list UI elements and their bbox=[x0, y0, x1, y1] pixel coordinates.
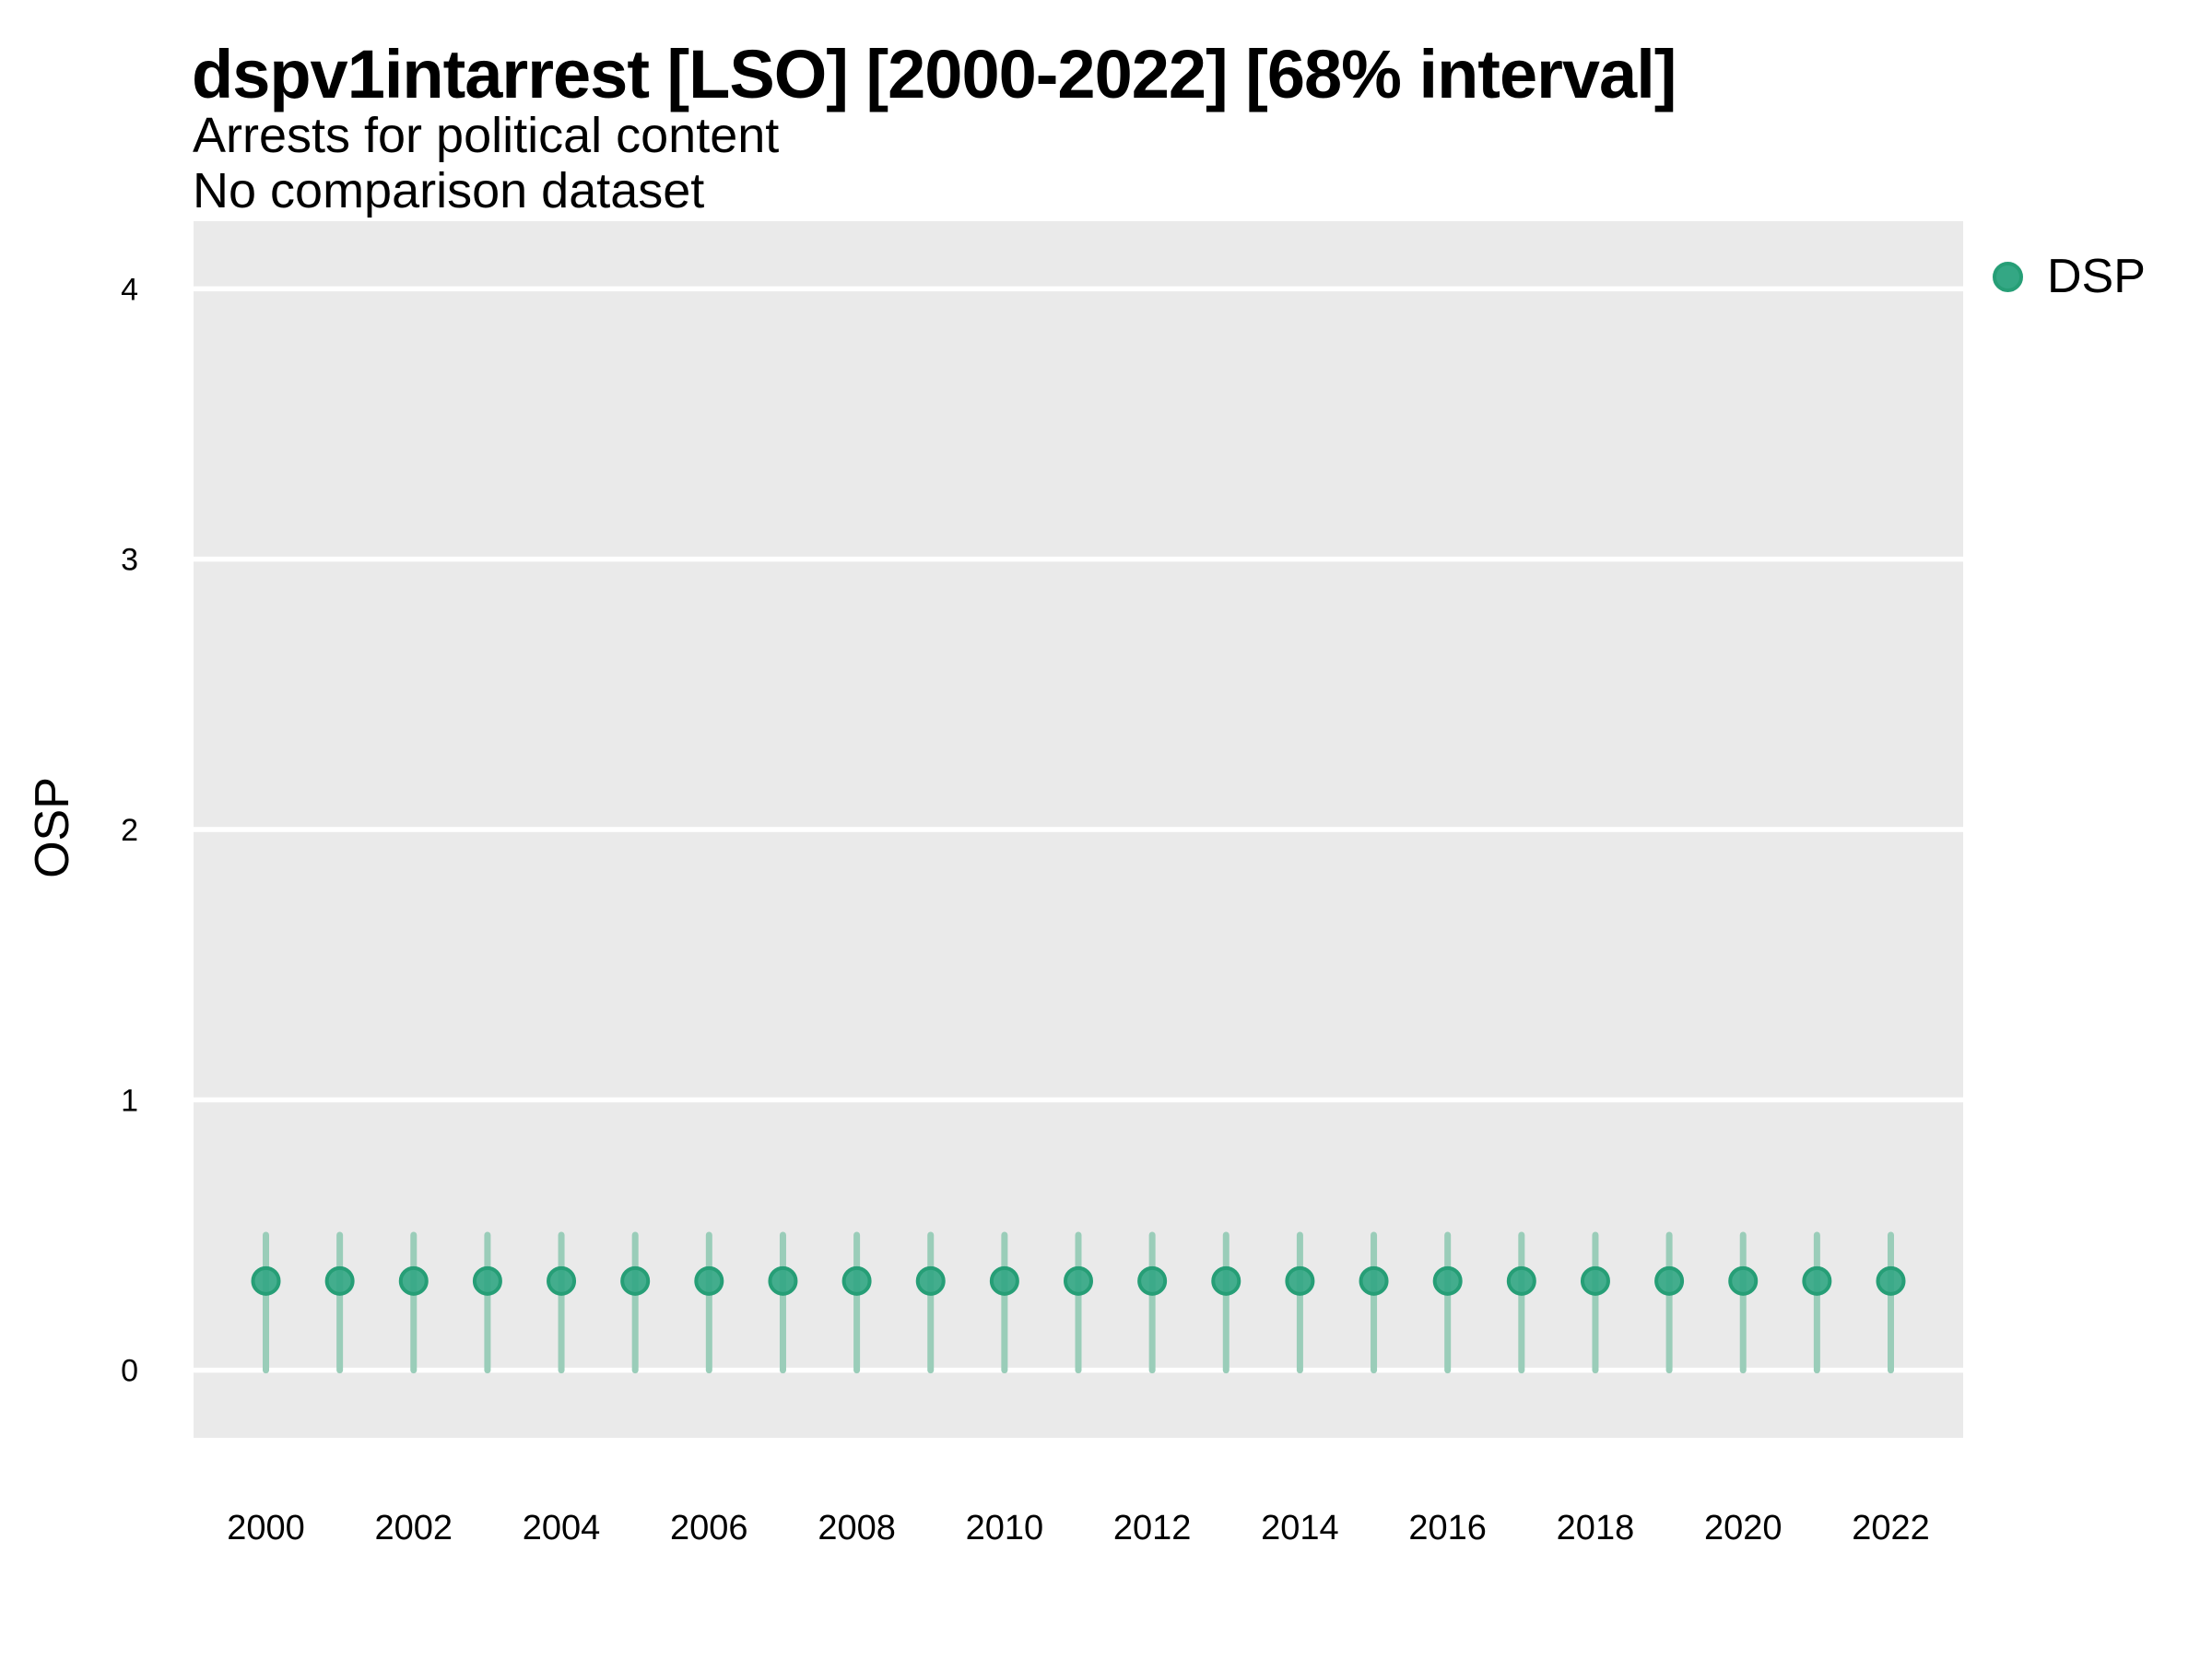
data-point-2007 bbox=[768, 1265, 798, 1296]
data-point-2021 bbox=[1802, 1265, 1832, 1296]
data-point-2008 bbox=[841, 1265, 872, 1296]
y-tick-label: 1 bbox=[121, 1083, 138, 1118]
data-point-2003 bbox=[472, 1265, 502, 1296]
y-tick-label: 0 bbox=[121, 1354, 138, 1389]
data-point-2019 bbox=[1654, 1265, 1685, 1296]
x-tick-label: 2016 bbox=[1408, 1509, 1487, 1547]
data-point-2006 bbox=[694, 1265, 724, 1296]
y-axis-title: OSP bbox=[26, 777, 79, 878]
y-tick-label: 2 bbox=[121, 813, 138, 848]
data-point-2011 bbox=[1064, 1265, 1093, 1296]
data-point-2009 bbox=[915, 1265, 946, 1296]
data-point-2016 bbox=[1432, 1265, 1463, 1296]
x-tick-label: 2002 bbox=[374, 1509, 453, 1547]
data-point-2010 bbox=[989, 1265, 1019, 1296]
x-tick-label: 2014 bbox=[1261, 1509, 1339, 1547]
data-point-2002 bbox=[398, 1265, 429, 1296]
x-tick-label: 2006 bbox=[670, 1509, 748, 1547]
y-tick-label: 3 bbox=[121, 543, 138, 578]
data-point-2012 bbox=[1137, 1265, 1168, 1296]
x-tick-label: 2000 bbox=[227, 1509, 305, 1547]
legend-circle-icon bbox=[1993, 261, 2023, 292]
x-tick-label: 2008 bbox=[818, 1509, 896, 1547]
x-tick-label: 2012 bbox=[1113, 1509, 1192, 1547]
x-tick-label: 2004 bbox=[523, 1509, 601, 1547]
data-point-2015 bbox=[1359, 1265, 1389, 1296]
chart-title: dspv1intarrest [LSO] [2000-2022] [68% in… bbox=[192, 36, 1677, 112]
data-point-2001 bbox=[324, 1265, 355, 1296]
data-point-2022 bbox=[1876, 1265, 1906, 1296]
data-point-2005 bbox=[620, 1265, 651, 1296]
data-point-2020 bbox=[1728, 1265, 1759, 1296]
x-tick-label: 2010 bbox=[966, 1509, 1044, 1547]
data-point-2017 bbox=[1506, 1265, 1536, 1296]
data-point-2013 bbox=[1211, 1265, 1241, 1296]
data-point-2000 bbox=[251, 1265, 281, 1296]
legend: DSP bbox=[1993, 249, 2146, 304]
data-point-2014 bbox=[1285, 1265, 1315, 1296]
legend-label: DSP bbox=[2047, 250, 2146, 303]
y-tick-label: 4 bbox=[121, 272, 138, 307]
data-point-2018 bbox=[1580, 1265, 1610, 1296]
chart-subtitle: Arrests for political content bbox=[193, 108, 780, 163]
chart-note: No comparison dataset bbox=[193, 163, 705, 218]
data-point-2004 bbox=[547, 1265, 577, 1296]
x-tick-label: 2022 bbox=[1852, 1509, 1930, 1547]
x-tick-label: 2018 bbox=[1557, 1509, 1635, 1547]
x-tick-label: 2020 bbox=[1704, 1509, 1783, 1547]
